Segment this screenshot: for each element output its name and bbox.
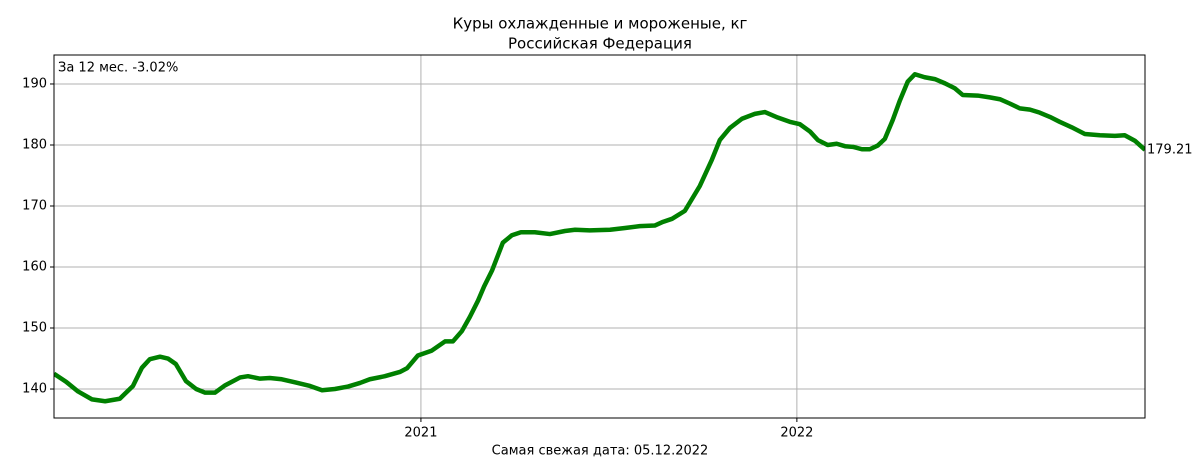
y-tick-label: 160 xyxy=(22,260,47,275)
chart-title: Куры охлажденные и мороженые, кг xyxy=(453,15,748,33)
y-tick-label: 170 xyxy=(22,198,47,213)
annotation: За 12 мес. -3.02% xyxy=(58,61,178,76)
y-tick-label: 140 xyxy=(22,382,47,397)
x-tick-label: 2022 xyxy=(780,426,813,441)
x-tick-label: 2021 xyxy=(404,426,437,441)
value-label: 179.21 xyxy=(1147,142,1193,157)
plot-frame xyxy=(53,54,1146,419)
line xyxy=(54,71,1145,404)
footnote: Самая свежая дата: 05.12.2022 xyxy=(492,444,709,459)
y-tick-label: 150 xyxy=(22,321,47,336)
y-tick-label: 190 xyxy=(22,76,47,91)
chart-subtitle: Российская Федерация xyxy=(508,35,692,53)
y-tick-label: 180 xyxy=(22,137,47,152)
